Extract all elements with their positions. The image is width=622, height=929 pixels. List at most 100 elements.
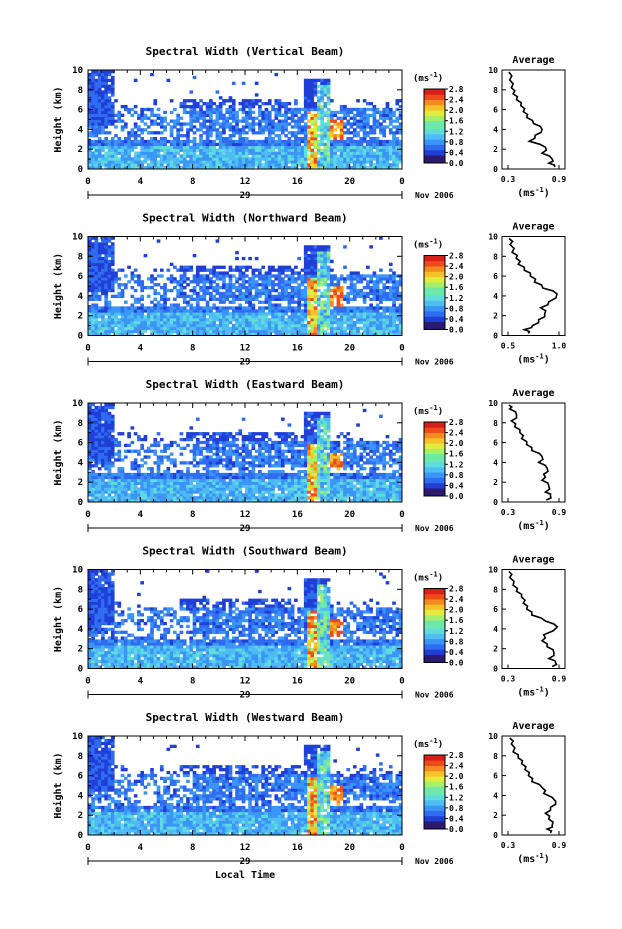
heatmap-cell (267, 277, 272, 281)
heatmap-cell (137, 315, 141, 319)
heatmap-cell (316, 128, 321, 132)
heatmap-cell (231, 268, 236, 272)
heatmap-cell (369, 131, 373, 135)
heatmap-cell (333, 283, 337, 287)
heatmap-cell (202, 291, 207, 296)
heatmap-cell (330, 288, 334, 293)
heatmap-cell (382, 277, 387, 281)
heatmap-cell (88, 426, 92, 430)
heatmap-cell (107, 245, 112, 249)
heatmap-cell (88, 449, 92, 453)
heatmap-cell (222, 300, 226, 304)
heatmap-cell (195, 417, 200, 421)
heatmap-cell (143, 128, 148, 132)
heatmap-cell (156, 306, 161, 310)
heatmap-cell (130, 484, 135, 488)
heatmap-cell (202, 119, 207, 123)
heatmap-cell (307, 131, 311, 135)
heatmap-cell (258, 300, 262, 304)
heatmap-cell (101, 499, 105, 503)
heatmap-cell (228, 125, 233, 129)
heatmap-cell (143, 286, 148, 290)
heatmap-cell (140, 286, 144, 290)
heatmap-cell (114, 458, 118, 462)
heatmap-cell (235, 142, 239, 147)
heatmap-cell (225, 271, 230, 275)
heatmap-cell (372, 286, 377, 290)
heatmap-cell (88, 248, 92, 252)
heatmap-cell (88, 131, 92, 135)
heatmap-cell (209, 163, 213, 167)
heatmap-cell (97, 256, 102, 261)
heatmap-cell (264, 139, 269, 144)
heatmap-cell (88, 487, 92, 491)
heatmap-cell (123, 107, 128, 112)
heatmap-cell (346, 148, 351, 152)
heatmap-cell (101, 455, 105, 459)
heatmap-cell (150, 323, 154, 328)
heatmap-cell (94, 414, 99, 418)
heatmap-cell (245, 300, 249, 304)
heatmap-cell (372, 136, 377, 141)
heatmap-cell (110, 87, 115, 91)
heatmap-cell (88, 262, 92, 267)
heatmap-cell (274, 154, 279, 158)
heatmap-cell (235, 329, 239, 333)
profile-title: Average (512, 222, 554, 233)
heatmap-cell (186, 315, 190, 319)
heatmap-cell (209, 166, 213, 170)
heatmap-cell (313, 151, 318, 155)
heatmap-cell (395, 102, 400, 106)
heatmap-cell (104, 72, 109, 77)
heatmap-cell (235, 484, 239, 488)
heatmap-cell (326, 248, 331, 252)
heatmap-cell (94, 464, 99, 468)
heatmap-cell (369, 136, 373, 141)
heatmap-cell (271, 119, 275, 123)
heatmap-cell (176, 315, 180, 319)
heatmap-cell (127, 136, 131, 141)
heatmap-cell (101, 286, 105, 290)
heatmap-cell (258, 323, 262, 328)
heatmap-cell (245, 99, 249, 103)
heatmap-cell (303, 99, 308, 103)
heatmap-cell (127, 481, 131, 485)
heatmap-cell (330, 157, 334, 161)
heatmap-cell (369, 303, 373, 307)
heatmap-cell (153, 268, 158, 272)
y-tick-label: 10 (72, 233, 83, 243)
heatmap-cell (192, 309, 197, 313)
heatmap-cell (369, 154, 373, 158)
heatmap-cell (114, 271, 118, 275)
heatmap-cell (271, 315, 275, 319)
heatmap-cell (284, 148, 288, 152)
heatmap-cell (366, 157, 370, 161)
heatmap-cell (218, 449, 223, 453)
heatmap-cell (110, 116, 115, 120)
heatmap-cell (326, 251, 331, 255)
heatmap-cell (228, 110, 233, 115)
profile-y-tick-label: 6 (493, 106, 498, 115)
heatmap-cell (192, 148, 197, 152)
heatmap-cell (398, 291, 403, 296)
heatmap-cell (110, 475, 115, 480)
profile-x-tick-label: 0.9 (552, 175, 567, 184)
heatmap-cell (215, 323, 220, 328)
heatmap-cell (235, 478, 239, 483)
heatmap-cell (173, 136, 177, 141)
heatmap-cell (91, 315, 95, 319)
heatmap-cell (146, 499, 151, 503)
heatmap-cell (169, 163, 174, 167)
heatmap-cell (222, 277, 226, 281)
heatmap-cell (94, 163, 99, 167)
heatmap-cell (182, 277, 187, 281)
heatmap-cell (117, 113, 122, 117)
heatmap-cell (146, 490, 151, 494)
heatmap-cell (284, 113, 288, 117)
heatmap-cell (379, 163, 383, 167)
heatmap-cell (356, 99, 360, 103)
heatmap-cell (339, 157, 344, 161)
heatmap-cell (375, 323, 380, 328)
heatmap-cell (192, 496, 197, 500)
colorbar-segment (424, 276, 445, 280)
